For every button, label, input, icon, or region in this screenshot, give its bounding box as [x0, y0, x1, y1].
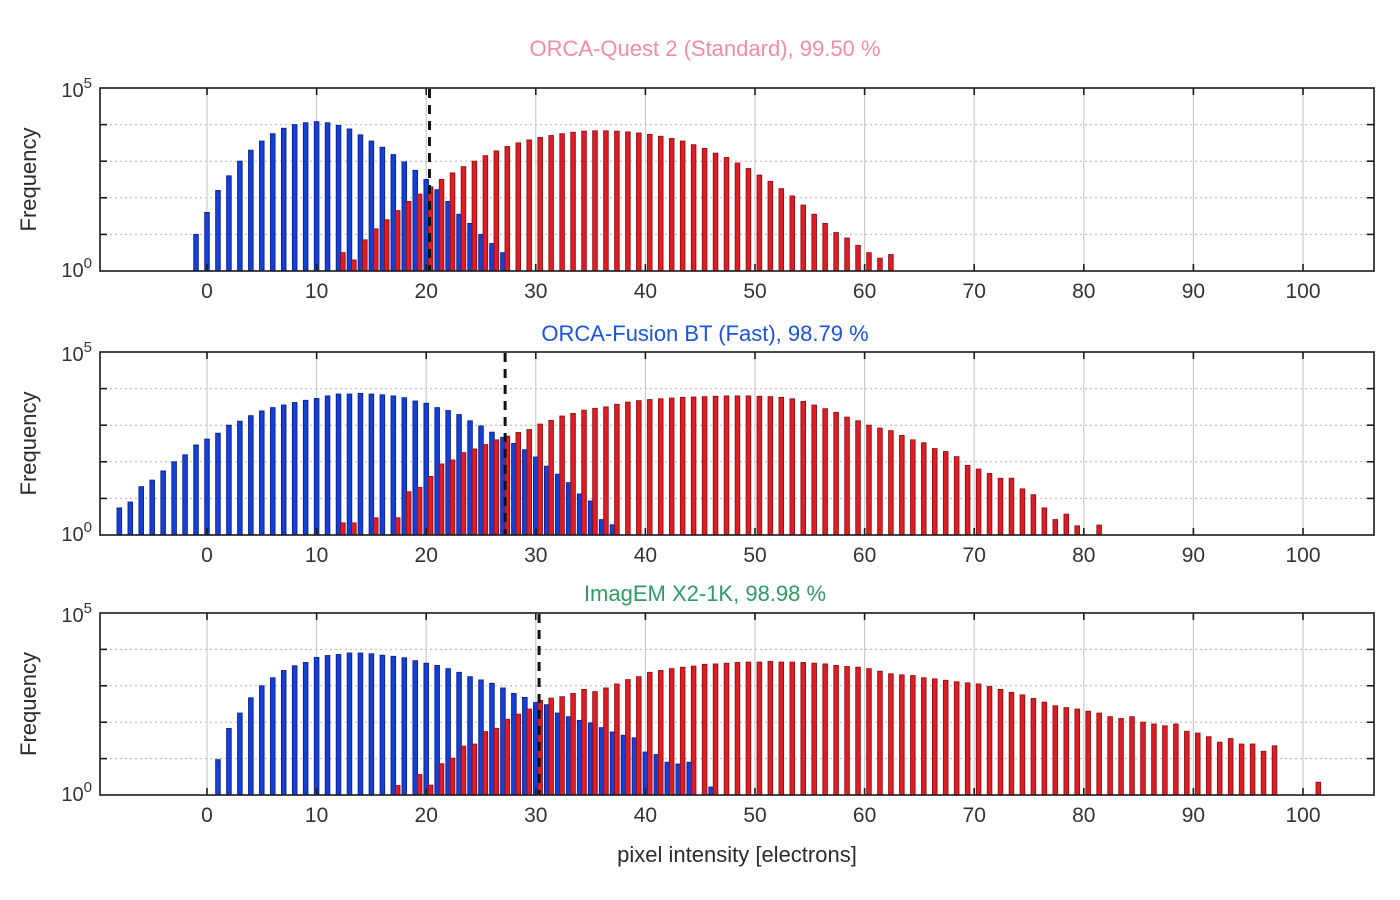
x-tick-label: 30	[524, 280, 547, 303]
x-tick-label: 100	[1285, 804, 1320, 827]
panel-1: 0 10 20 30 40 50 60 70 80 90 100105100FrequencyORC…	[16, 36, 1375, 303]
x-tick-label: 30	[524, 544, 547, 567]
x-tick-label: 90	[1182, 804, 1205, 827]
x-tick-label: 10	[305, 280, 328, 303]
x-tick-label: 60	[853, 804, 876, 827]
x-tick-label: 40	[634, 544, 657, 567]
x-tick-label: 80	[1072, 280, 1095, 303]
x-tick-label: 100	[1285, 544, 1320, 567]
x-tick-labels: 0 10 20 30 40 50 60 70 80 90 100	[201, 804, 1320, 827]
red-series-bars	[340, 395, 1102, 536]
axes-frame	[99, 351, 1375, 536]
x-tick-label: 40	[634, 280, 657, 303]
x-axis-label: pixel intensity [electrons]	[617, 842, 857, 867]
x-tick-label: 80	[1072, 804, 1095, 827]
x-tick-label: 20	[415, 544, 438, 567]
blue-series-bars	[116, 392, 616, 536]
blue-series-bars	[193, 121, 506, 272]
red-series-bars	[394, 660, 1322, 796]
x-tick-label: 50	[743, 804, 766, 827]
axes-frame	[99, 612, 1375, 796]
x-tick-label: 70	[963, 280, 986, 303]
x-tick-label: 70	[963, 544, 986, 567]
x-tick-label: 60	[853, 544, 876, 567]
panel-title-1: ORCA-Quest 2 (Standard), 99.50 %	[530, 36, 881, 61]
x-tick-labels: 0 10 20 30 40 50 60 70 80 90 100	[201, 544, 1320, 567]
y-axis-label: Frequency	[16, 392, 41, 496]
x-tick-label: 100	[1285, 280, 1320, 303]
tick-marks	[100, 613, 1374, 795]
x-tick-label: 40	[634, 804, 657, 827]
x-tick-label: 20	[415, 804, 438, 827]
x-tick-label: 90	[1182, 280, 1205, 303]
x-tick-labels: 0 10 20 30 40 50 60 70 80 90 100	[201, 280, 1320, 303]
x-tick-label: 90	[1182, 544, 1205, 567]
vertical-gridlines	[206, 88, 1304, 271]
x-tick-label: 50	[743, 280, 766, 303]
x-tick-label: 50	[743, 544, 766, 567]
panel-2: 0 10 20 30 40 50 60 70 80 90 100105100FrequencyORC…	[16, 321, 1375, 567]
x-tick-label: 0	[201, 280, 213, 303]
x-tick-label: 70	[963, 804, 986, 827]
x-tick-label: 80	[1072, 544, 1095, 567]
red-series-bars	[340, 130, 894, 272]
y-axis-label: Frequency	[16, 652, 41, 756]
y-axis-label: Frequency	[16, 128, 41, 232]
vertical-gridlines	[206, 352, 1304, 535]
tick-marks	[100, 352, 1374, 535]
tick-marks	[100, 88, 1374, 271]
x-tick-label: 20	[415, 280, 438, 303]
x-tick-label: 0	[201, 804, 213, 827]
x-tick-label: 30	[524, 804, 547, 827]
panel-3: 0 10 20 30 40 50 60 70 80 90 100105100FrequencyIma…	[16, 581, 1375, 827]
x-tick-label: 60	[853, 280, 876, 303]
x-tick-label: 10	[305, 804, 328, 827]
x-tick-label: 10	[305, 544, 328, 567]
axes-frame	[99, 87, 1375, 272]
x-tick-label: 0	[201, 544, 213, 567]
panel-title-3: ImagEM X2-1K, 98.98 %	[584, 581, 826, 606]
panel-title-2: ORCA-Fusion BT (Fast), 98.79 %	[541, 321, 868, 346]
